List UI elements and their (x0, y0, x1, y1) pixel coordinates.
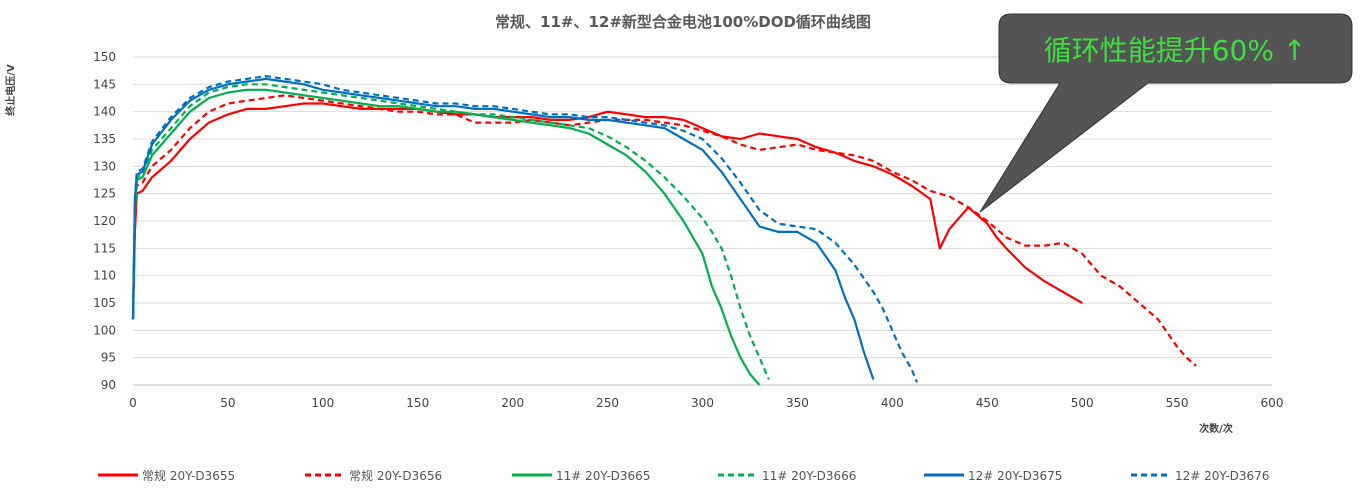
series-line (131, 83, 770, 380)
axis-ticks: 90 95 100 105 110 115 120 125 130 135 140 145 150 0 50… (93, 50, 1283, 410)
x-tick-label: 550 (1166, 396, 1189, 410)
x-tick-label: 200 (501, 396, 524, 410)
y-tick-label: 150 (93, 50, 116, 64)
x-tick-label: 300 (691, 396, 714, 410)
x-tick-label: 150 (406, 396, 429, 410)
legend: 常规 20Y-D3655 常规 20Y-D3656 11# 20Y-D3665 11#… (98, 468, 1269, 483)
chart-title: 常规、11#、12#新型合金电池100%DOD循环曲线图 (495, 13, 871, 31)
y-axis-title: 终止电压/V (4, 64, 17, 116)
legend-label: 12# 20Y-D3676 (1175, 469, 1269, 483)
series-line (131, 77, 875, 380)
y-tick-label: 125 (93, 187, 116, 201)
y-tick-label: 110 (93, 269, 116, 283)
y-tick-label: 90 (101, 378, 116, 392)
legend-label: 常规 20Y-D3656 (349, 468, 442, 483)
callout-text: 循环性能提升60% ↑ (1044, 34, 1307, 67)
y-tick-label: 120 (93, 214, 116, 228)
y-tick-label: 140 (93, 105, 116, 119)
x-tick-label: 50 (220, 396, 235, 410)
y-tick-label: 130 (93, 159, 116, 173)
x-tick-label: 0 (129, 396, 137, 410)
x-tick-label: 400 (881, 396, 904, 410)
callout-box (979, 13, 1353, 213)
series-line (131, 88, 761, 386)
x-axis-title: 次数/次 (1199, 422, 1233, 435)
y-tick-label: 145 (93, 77, 116, 91)
x-tick-label: 450 (976, 396, 999, 410)
series-line (131, 94, 1197, 367)
legend-label: 12# 20Y-D3675 (968, 469, 1062, 483)
y-tick-label: 100 (93, 323, 116, 337)
x-tick-label: 500 (1071, 396, 1094, 410)
legend-label: 常规 20Y-D3655 (142, 468, 235, 483)
y-tick-label: 95 (101, 351, 116, 365)
legend-label: 11# 20Y-D3665 (556, 469, 650, 483)
x-tick-label: 350 (786, 396, 809, 410)
callout: 循环性能提升60% ↑ (979, 13, 1353, 213)
legend-label: 11# 20Y-D3666 (762, 469, 856, 483)
series-lines (131, 74, 1197, 386)
y-tick-label: 115 (93, 241, 116, 255)
series-line (131, 74, 919, 383)
x-tick-label: 100 (311, 396, 334, 410)
x-tick-label: 250 (596, 396, 619, 410)
y-tick-label: 135 (93, 132, 116, 146)
y-tick-label: 105 (93, 296, 116, 310)
series-line (131, 102, 1083, 320)
x-tick-label: 600 (1261, 396, 1284, 410)
